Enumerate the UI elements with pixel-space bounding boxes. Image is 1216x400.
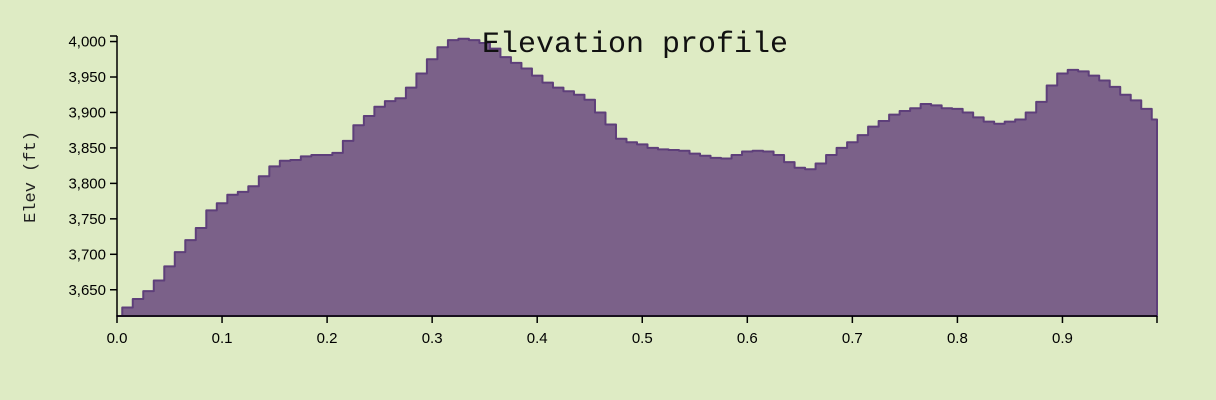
x-tick-label: 0.5 <box>632 330 653 347</box>
x-tick-label: 0.8 <box>947 330 968 347</box>
x-tick-label: 0.6 <box>737 330 758 347</box>
y-axis-title: Elev (ft) <box>22 131 41 223</box>
x-tick-label: 0.9 <box>1052 330 1073 347</box>
y-tick-label: 3,900 <box>68 104 106 121</box>
x-tick-label: 0.3 <box>422 330 443 347</box>
y-tick-label: 3,750 <box>68 211 106 228</box>
y-tick-label: 3,800 <box>68 175 106 192</box>
y-tick-label: 3,950 <box>68 69 106 86</box>
x-tick-label: 0.0 <box>107 330 128 347</box>
y-tick-label: 3,700 <box>68 246 106 263</box>
chart-title: Elevation profile <box>482 28 788 62</box>
elevation-area <box>116 37 1158 317</box>
x-tick-label: 0.4 <box>527 330 548 347</box>
y-tick-label: 3,650 <box>68 282 106 299</box>
y-tick-label: 3,850 <box>68 140 106 157</box>
plot-layer <box>116 37 1158 317</box>
y-tick-label: 4,000 <box>68 34 106 51</box>
x-tick-label: 0.2 <box>317 330 338 347</box>
x-tick-label: 0.7 <box>842 330 863 347</box>
x-tick-label: 0.1 <box>212 330 233 347</box>
axis-layer: 3,650 3,700 3,750 3,800 3,850 3,900 3,950 4,000… <box>68 34 1158 347</box>
